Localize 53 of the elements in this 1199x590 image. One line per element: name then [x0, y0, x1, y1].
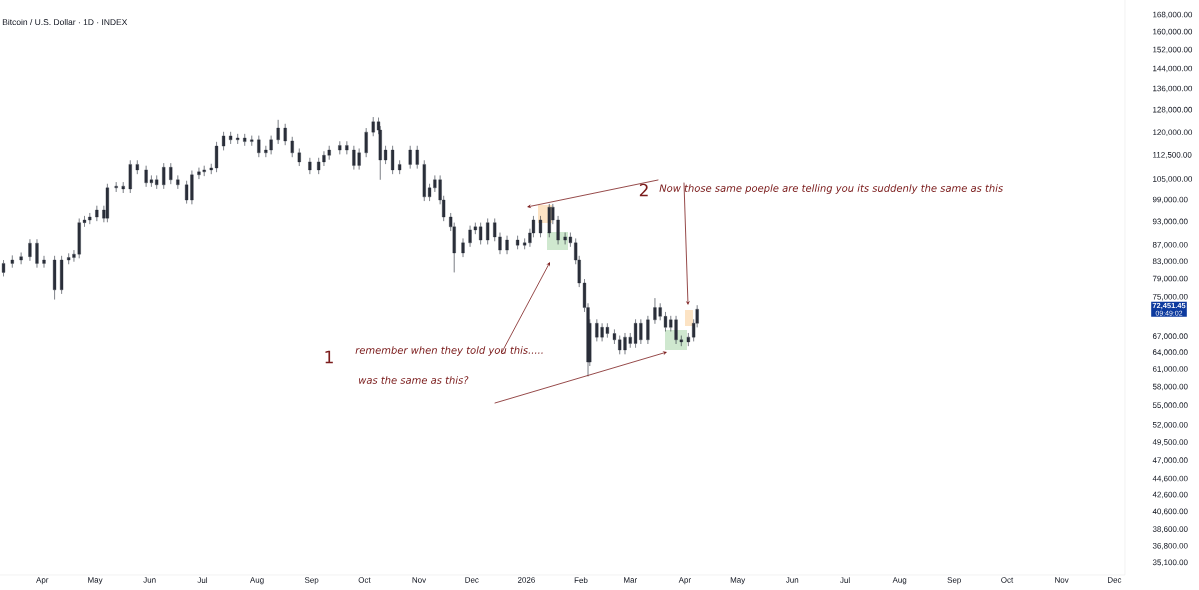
candlestick: [155, 175, 159, 190]
candlestick: [479, 222, 483, 245]
annotation: remember when they told you this.....: [355, 346, 543, 356]
candlestick: [516, 235, 520, 250]
candlestick: [408, 145, 412, 169]
candlestick: [283, 123, 287, 146]
candlestick: [114, 181, 118, 193]
candlestick: [276, 119, 280, 145]
candlestick: [686, 332, 690, 347]
candlestick: [169, 162, 173, 185]
candlestick: [10, 255, 14, 268]
candlestick: [505, 235, 509, 255]
candlestick: [135, 160, 139, 175]
candlestick: [486, 218, 490, 245]
candlestick: [290, 136, 294, 158]
candlestick: [612, 329, 617, 345]
candlestick: [128, 160, 132, 194]
candlestick: [250, 135, 254, 146]
candlestick: [229, 131, 233, 145]
candlestick: [646, 315, 650, 345]
candlestick: [162, 162, 166, 190]
candlestick: [121, 181, 125, 194]
candlestick: [308, 157, 312, 175]
candlestick: [257, 135, 261, 158]
candlestick: [35, 239, 39, 268]
candlestick: [391, 145, 395, 175]
candlestick: [95, 205, 99, 222]
candlestick: [297, 148, 301, 167]
candlestick: [422, 160, 426, 202]
candlestick: [19, 252, 23, 265]
candlestick: [236, 133, 240, 145]
candlestick: [398, 160, 402, 175]
candlestick: [547, 203, 551, 238]
annotation: was the same as this?: [359, 376, 469, 384]
candlestick: [42, 255, 46, 268]
candlestick: [105, 183, 109, 223]
candlestick: [345, 141, 349, 155]
candlestick: [52, 255, 57, 300]
candlestick: [415, 145, 419, 169]
candlestick: [338, 141, 342, 155]
candlestick: [364, 127, 368, 158]
annotation: 1: [325, 350, 333, 364]
annotation: 2: [639, 183, 648, 197]
candlestick: [60, 255, 64, 295]
candlestick: [222, 131, 226, 151]
annotation: Now those same poeple are telling you its suddenly the same as this: [659, 184, 1003, 194]
text: Bitcoin / U.S. Dollar · 1D · INDEX: [2, 18, 128, 26]
candlestick: [1, 259, 6, 277]
candlestick: [176, 175, 180, 190]
candlestick: [461, 238, 465, 258]
candlestick: [538, 215, 543, 238]
candlestick: [28, 239, 32, 262]
candlestick: [243, 133, 247, 146]
